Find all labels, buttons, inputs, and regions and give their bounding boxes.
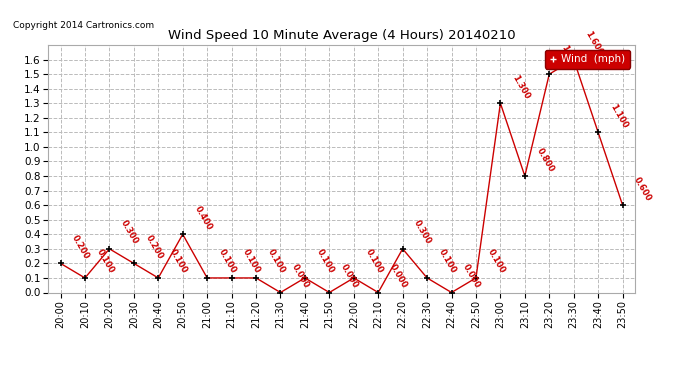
Text: 1.500: 1.500: [559, 44, 580, 71]
Text: 0.000: 0.000: [290, 262, 311, 290]
Text: 0.600: 0.600: [632, 175, 653, 202]
Text: 0.300: 0.300: [413, 219, 433, 246]
Text: 0.100: 0.100: [217, 248, 238, 275]
Text: 0.800: 0.800: [535, 146, 555, 173]
Text: 0.100: 0.100: [486, 248, 506, 275]
Text: 0.100: 0.100: [168, 248, 189, 275]
Text: 0.100: 0.100: [95, 248, 116, 275]
Text: 0.400: 0.400: [193, 204, 213, 231]
Legend: Wind  (mph): Wind (mph): [544, 50, 629, 69]
Text: 0.000: 0.000: [388, 262, 409, 290]
Text: 1.100: 1.100: [608, 102, 629, 130]
Text: 0.100: 0.100: [315, 248, 335, 275]
Text: Copyright 2014 Cartronics.com: Copyright 2014 Cartronics.com: [13, 21, 155, 30]
Text: 1.300: 1.300: [510, 73, 531, 100]
Text: 0.000: 0.000: [461, 262, 482, 290]
Text: 0.100: 0.100: [437, 248, 457, 275]
Text: 0.200: 0.200: [144, 233, 164, 261]
Text: 0.000: 0.000: [339, 262, 360, 290]
Text: 0.100: 0.100: [364, 248, 384, 275]
Text: 0.300: 0.300: [119, 219, 140, 246]
Text: 0.200: 0.200: [70, 233, 91, 261]
Title: Wind Speed 10 Minute Average (4 Hours) 20140210: Wind Speed 10 Minute Average (4 Hours) 2…: [168, 30, 515, 42]
Text: 0.100: 0.100: [241, 248, 262, 275]
Text: 1.600: 1.600: [584, 29, 604, 57]
Text: 0.100: 0.100: [266, 248, 287, 275]
